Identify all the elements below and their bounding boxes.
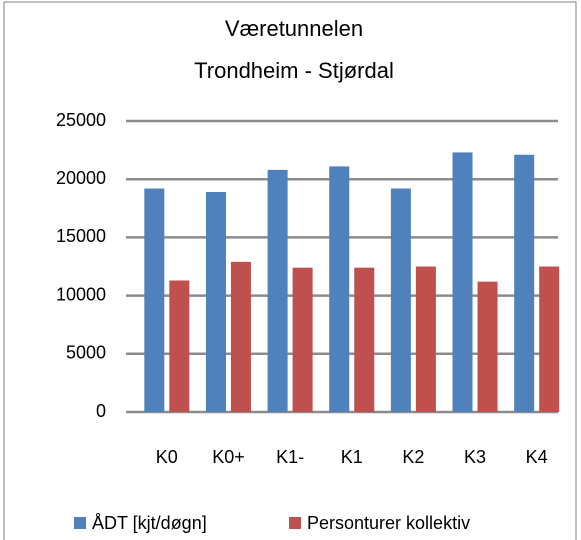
y-tick-label: 25000 bbox=[56, 110, 106, 130]
bar bbox=[205, 192, 226, 412]
bar bbox=[354, 267, 375, 412]
chart-subtitle: Trondheim - Stjørdal bbox=[194, 58, 394, 83]
x-tick-label: K2 bbox=[402, 447, 424, 467]
bar bbox=[329, 166, 350, 412]
legend-label: ÅDT [kjt/døgn] bbox=[92, 513, 207, 533]
y-tick-label: 10000 bbox=[56, 284, 106, 304]
chart-title: Væretunnelen bbox=[225, 16, 363, 41]
bar bbox=[144, 188, 165, 412]
bar bbox=[415, 266, 436, 412]
bar bbox=[292, 267, 313, 412]
bar bbox=[169, 280, 190, 412]
x-tick-label: K1 bbox=[341, 447, 363, 467]
chart-frame bbox=[3, 1, 577, 540]
bar bbox=[539, 266, 560, 412]
bar bbox=[230, 261, 251, 412]
x-tick-label: K1- bbox=[276, 447, 304, 467]
x-tick-label: K4 bbox=[526, 447, 548, 467]
x-tick-label: K3 bbox=[464, 447, 486, 467]
legend-swatch bbox=[74, 517, 86, 529]
y-tick-label: 5000 bbox=[66, 343, 106, 363]
x-tick-label: K0+ bbox=[212, 447, 245, 467]
y-tick-label: 0 bbox=[96, 401, 106, 421]
bar bbox=[452, 152, 473, 413]
legend-swatch bbox=[289, 517, 301, 529]
bar bbox=[514, 154, 535, 413]
bar bbox=[267, 169, 288, 412]
y-tick-label: 15000 bbox=[56, 226, 106, 246]
bar bbox=[477, 281, 498, 412]
y-tick-label: 20000 bbox=[56, 168, 106, 188]
bar bbox=[390, 188, 411, 412]
legend-label: Personturer kollektiv bbox=[307, 513, 470, 533]
x-tick-label: K0 bbox=[156, 447, 178, 467]
